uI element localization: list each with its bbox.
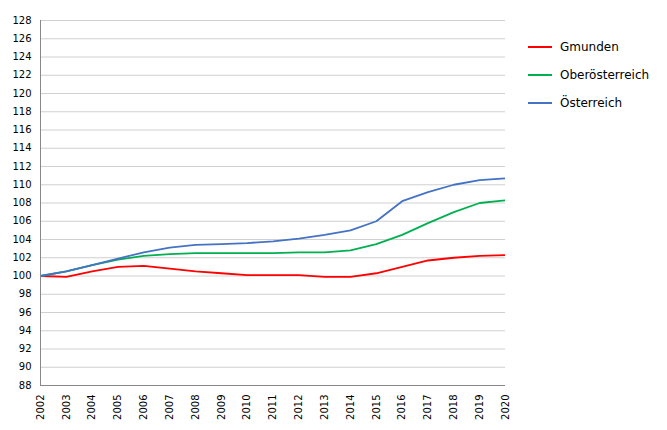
svg-text:120: 120 bbox=[12, 88, 31, 99]
svg-text:2006: 2006 bbox=[138, 395, 149, 420]
html-text:Österreich: Österreich bbox=[560, 96, 623, 110]
svg-text:2003: 2003 bbox=[61, 395, 72, 420]
svg-text:2008: 2008 bbox=[190, 395, 201, 420]
svg-text:2004: 2004 bbox=[86, 395, 97, 420]
svg-text:2002: 2002 bbox=[35, 395, 46, 420]
svg-text:2010: 2010 bbox=[241, 395, 252, 420]
svg-text:2015: 2015 bbox=[371, 395, 382, 420]
svg-text:2020: 2020 bbox=[500, 395, 511, 420]
svg-text:2007: 2007 bbox=[164, 395, 175, 420]
svg-text:98: 98 bbox=[19, 288, 32, 299]
svg-text:94: 94 bbox=[19, 325, 32, 336]
html-text:Gmunden: Gmunden bbox=[560, 40, 619, 54]
svg-text:110: 110 bbox=[12, 179, 31, 190]
svg-text:102: 102 bbox=[12, 252, 31, 263]
svg-text:90: 90 bbox=[19, 361, 32, 372]
svg-text:122: 122 bbox=[12, 69, 31, 80]
svg-text:2012: 2012 bbox=[293, 395, 304, 420]
svg-text:2017: 2017 bbox=[422, 395, 433, 420]
svg-text:124: 124 bbox=[12, 51, 31, 62]
svg-text:2013: 2013 bbox=[319, 395, 330, 420]
svg-text:128: 128 bbox=[12, 15, 31, 26]
svg-text:2011: 2011 bbox=[267, 395, 278, 420]
svg-text:118: 118 bbox=[12, 106, 31, 117]
svg-text:126: 126 bbox=[12, 33, 31, 44]
svg-text:2005: 2005 bbox=[112, 395, 123, 420]
svg-text:2009: 2009 bbox=[216, 395, 227, 420]
svg-text:2019: 2019 bbox=[474, 395, 485, 420]
svg-text:112: 112 bbox=[12, 161, 31, 172]
svg-text:92: 92 bbox=[19, 343, 32, 354]
svg-text:108: 108 bbox=[12, 197, 31, 208]
svg-text:116: 116 bbox=[12, 124, 31, 135]
svg-text:2018: 2018 bbox=[448, 395, 459, 420]
svg-text:114: 114 bbox=[12, 142, 31, 153]
svg-text:96: 96 bbox=[19, 307, 32, 318]
svg-text:88: 88 bbox=[19, 380, 32, 391]
html-text:Oberösterreich: Oberösterreich bbox=[560, 68, 650, 82]
svg-text:106: 106 bbox=[12, 215, 31, 226]
svg-text:2016: 2016 bbox=[396, 395, 407, 420]
svg-text:100: 100 bbox=[12, 270, 31, 281]
svg-text:104: 104 bbox=[12, 234, 31, 245]
svg-text:2014: 2014 bbox=[345, 395, 356, 420]
